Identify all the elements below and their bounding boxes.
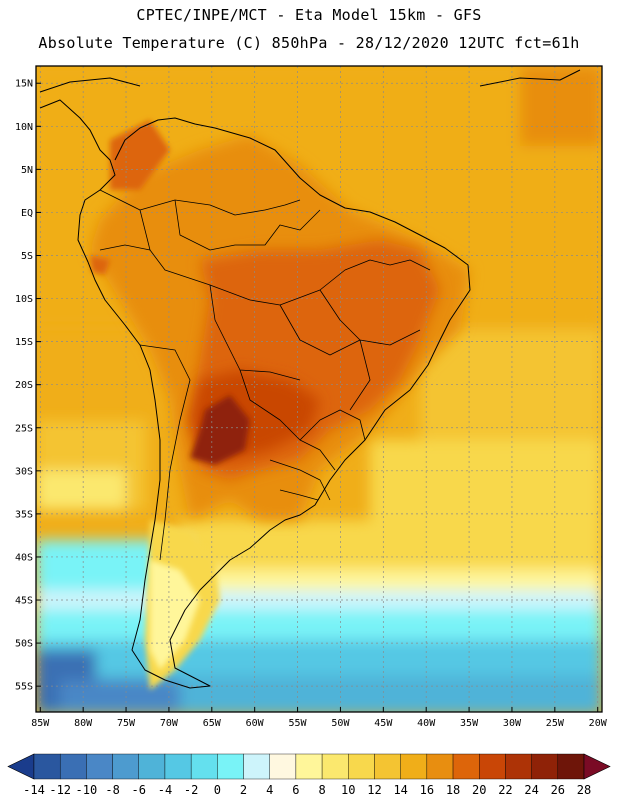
colorbar-label: 6 bbox=[292, 783, 299, 797]
colorbar-swatch bbox=[452, 753, 480, 780]
colorbar-label: 28 bbox=[577, 783, 591, 797]
lon-label: 75W bbox=[117, 718, 136, 729]
colorbar-label: -2 bbox=[184, 783, 198, 797]
colorbar-label: 4 bbox=[266, 783, 273, 797]
lon-label: 25W bbox=[546, 718, 565, 729]
lon-label: 20W bbox=[589, 718, 608, 729]
colorbar-label: 18 bbox=[446, 783, 460, 797]
colorbar-swatch bbox=[59, 753, 87, 780]
lat-label: 15N bbox=[15, 79, 33, 90]
colorbar-swatch bbox=[531, 753, 559, 780]
colorbar-label: 24 bbox=[524, 783, 538, 797]
colorbar-swatch bbox=[374, 753, 401, 780]
latitude-labels: 15N 10N 5N EQ 5S 10S 15S 20S 25S 30S 35S 40S 45S 50S 5… bbox=[15, 79, 41, 693]
colorbar-swatch bbox=[138, 753, 166, 780]
lat-lon-grid bbox=[36, 66, 602, 712]
lon-label: 60W bbox=[246, 718, 265, 729]
colorbar-swatch bbox=[269, 753, 297, 780]
colorbar-label: -14 bbox=[23, 783, 45, 797]
colorbar-swatch bbox=[86, 753, 113, 780]
colorbar-swatch bbox=[426, 753, 454, 780]
lon-label: 65W bbox=[203, 718, 222, 729]
lon-label: 35W bbox=[460, 718, 479, 729]
lat-label: 45S bbox=[15, 596, 33, 607]
lat-label: 55S bbox=[15, 682, 33, 693]
colorbar-low-triangle bbox=[7, 753, 35, 780]
colorbar-label: 0 bbox=[214, 783, 221, 797]
lat-label: 10N bbox=[15, 122, 33, 133]
colorbar-swatch bbox=[217, 753, 244, 780]
lat-label: EQ bbox=[21, 208, 33, 219]
colorbar-label: -8 bbox=[105, 783, 119, 797]
lon-label: 45W bbox=[374, 718, 393, 729]
lat-label: 35S bbox=[15, 509, 33, 520]
colorbar-swatch bbox=[295, 753, 323, 780]
map-title-line2: Absolute Temperature (C) 850hPa - 28/12/… bbox=[38, 34, 580, 52]
colorbar-labels: -14 -12 -10 -8 -6 -4 -2 0 2 4 6 8 10 12 14 16 18 20 22 24 26… bbox=[23, 783, 591, 797]
colorbar-label: 10 bbox=[341, 783, 355, 797]
lat-label: 10S bbox=[15, 294, 33, 305]
map-frame bbox=[35, 65, 603, 713]
colorbar-swatch bbox=[557, 753, 585, 780]
colorbar-high-triangle bbox=[583, 753, 611, 780]
temperature-field bbox=[36, 66, 602, 712]
lat-label: 30S bbox=[15, 466, 33, 477]
lat-label: 5N bbox=[21, 165, 33, 176]
colorbar-label: 26 bbox=[551, 783, 565, 797]
colorbar-swatch bbox=[479, 753, 506, 780]
lon-label: 85W bbox=[31, 718, 50, 729]
colorbar-label: 2 bbox=[240, 783, 247, 797]
colorbar-label: -4 bbox=[158, 783, 172, 797]
country-borders bbox=[99, 189, 431, 561]
colorbar-label: -12 bbox=[49, 783, 71, 797]
colorbar-label: -6 bbox=[132, 783, 146, 797]
map-title-line1: CPTEC/INPE/MCT - Eta Model 15km - GFS bbox=[136, 6, 482, 24]
colorbar-label: 12 bbox=[367, 783, 381, 797]
lon-label: 80W bbox=[74, 718, 93, 729]
longitude-labels: 85W 80W 75W 70W 65W 60W 55W 50W 45W 40W 35W 30W 25W 2… bbox=[31, 707, 608, 729]
lat-label: 5S bbox=[21, 251, 33, 262]
lon-label: 50W bbox=[331, 718, 350, 729]
lat-label: 20S bbox=[15, 380, 33, 391]
colorbar-swatch bbox=[348, 753, 375, 780]
colorbar-label: 8 bbox=[318, 783, 325, 797]
temperature-colorbar bbox=[7, 753, 611, 780]
coastline bbox=[39, 69, 581, 689]
lat-label: 15S bbox=[15, 337, 33, 348]
colorbar-label: 14 bbox=[393, 783, 407, 797]
colorbar-swatch bbox=[243, 753, 270, 780]
colorbar-label: 16 bbox=[420, 783, 434, 797]
lon-label: 40W bbox=[417, 718, 436, 729]
lat-label: 40S bbox=[15, 552, 33, 563]
colorbar-label: 22 bbox=[498, 783, 512, 797]
colorbar-swatch bbox=[190, 753, 218, 780]
colorbar-label: 20 bbox=[472, 783, 486, 797]
lon-label: 55W bbox=[289, 718, 308, 729]
lon-label: 70W bbox=[160, 718, 179, 729]
colorbar-swatch bbox=[505, 753, 532, 780]
lat-label: 25S bbox=[15, 423, 33, 434]
lon-label: 30W bbox=[503, 718, 522, 729]
colorbar-label: -10 bbox=[76, 783, 98, 797]
colorbar-swatch bbox=[321, 753, 349, 780]
colorbar-swatch bbox=[164, 753, 192, 780]
lat-label: 50S bbox=[15, 639, 33, 650]
colorbar-swatch bbox=[112, 753, 139, 780]
colorbar-swatch bbox=[400, 753, 428, 780]
colorbar-swatch bbox=[33, 753, 61, 780]
